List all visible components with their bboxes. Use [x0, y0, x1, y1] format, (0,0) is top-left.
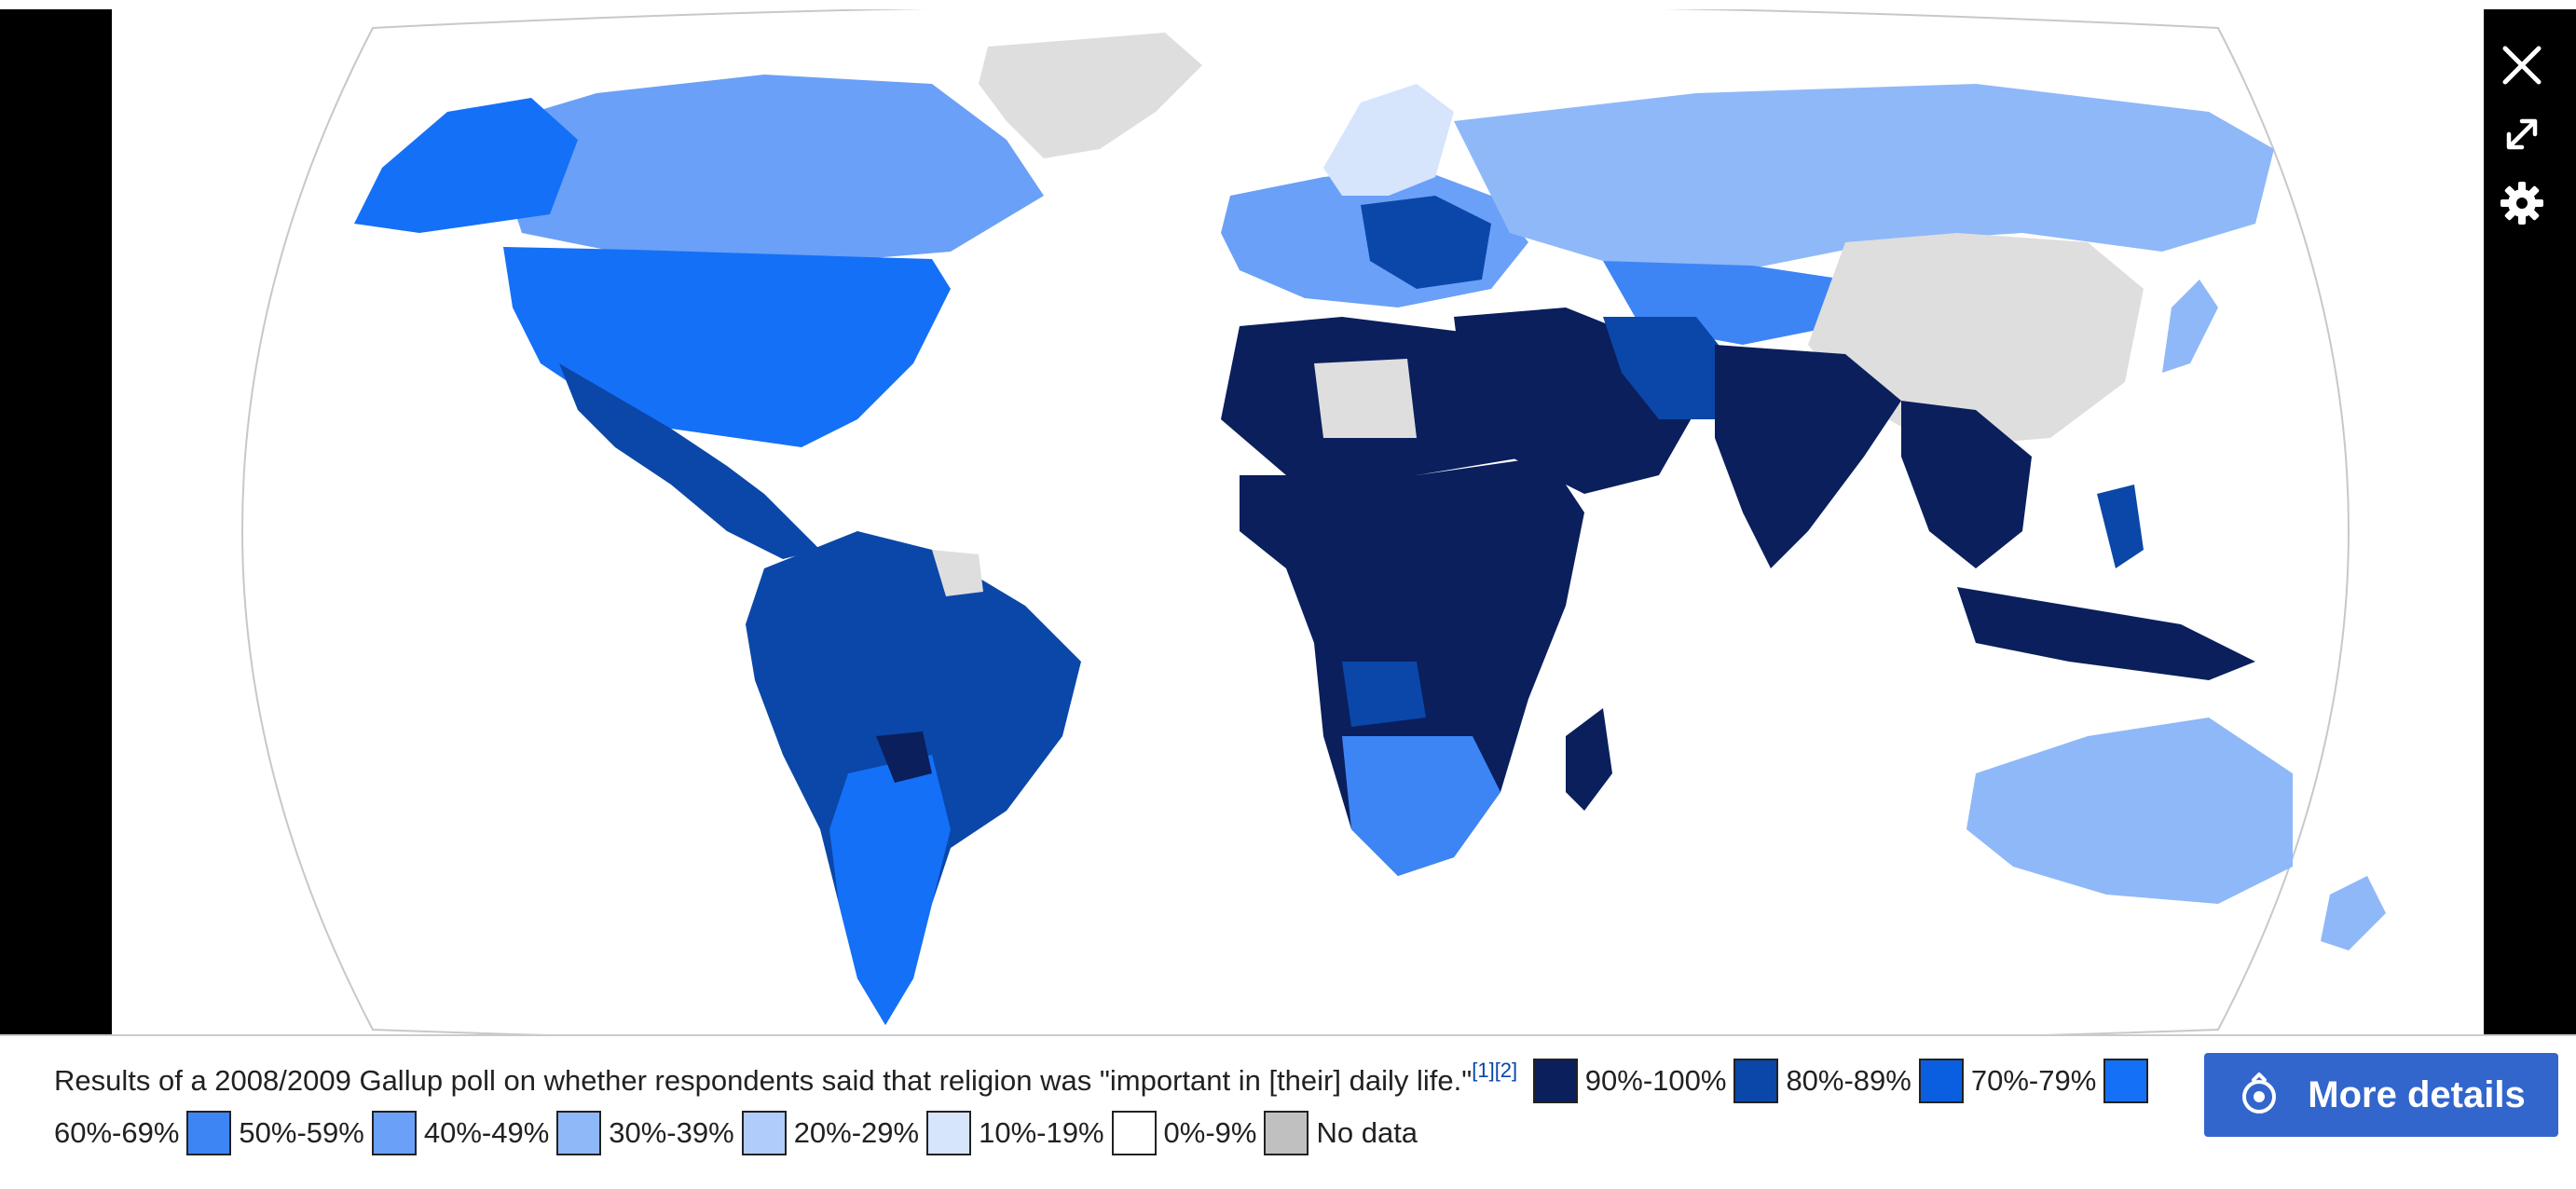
close-button[interactable] — [2488, 32, 2555, 99]
angola-region — [1342, 662, 1426, 727]
russia-region — [1454, 84, 2274, 270]
legend-swatch — [2103, 1059, 2149, 1103]
gear-icon — [2501, 182, 2543, 225]
close-icon — [2502, 46, 2542, 85]
legend-label: 90%-100% — [1584, 1064, 1727, 1097]
legend-label: 50%-59% — [239, 1116, 364, 1149]
legend-swatch — [1918, 1059, 1964, 1103]
philippines-region — [2097, 485, 2144, 568]
choropleth-map — [241, 9, 2386, 1034]
alaska-region — [354, 98, 578, 233]
legend-swatch — [371, 1111, 417, 1155]
more-details-label: More details — [2308, 1073, 2526, 1115]
southeast-asia-region — [1901, 401, 2032, 568]
scandinavia-region — [1323, 84, 1454, 196]
legend-swatch — [741, 1111, 787, 1155]
citation-link-1[interactable]: [1] — [1472, 1059, 1495, 1082]
legend-label: 80%-89% — [1786, 1064, 1911, 1097]
australia-region — [1966, 718, 2293, 904]
caption: Results of a 2008/2009 Gallup poll on wh… — [54, 1055, 2188, 1159]
argentina-region — [829, 755, 951, 1025]
citation-refs: [1][2] — [1472, 1059, 1517, 1082]
caption-panel: Results of a 2008/2009 Gallup poll on wh… — [0, 1034, 2576, 1189]
guiana-region — [932, 550, 983, 596]
eastern-europe-region — [1361, 196, 1491, 289]
legend-label: No data — [1316, 1116, 1418, 1149]
more-details-button[interactable]: More details — [2204, 1053, 2558, 1137]
southern-africa-region — [1342, 736, 1500, 876]
media-viewer-icon — [2242, 1073, 2277, 1114]
legend-swatch — [556, 1111, 602, 1155]
legend-label: 40%-49% — [423, 1116, 550, 1149]
legend-label: 60%-69% — [54, 1116, 180, 1149]
settings-button[interactable] — [2488, 170, 2555, 237]
south-asia-region — [1715, 345, 1901, 568]
greenland-region — [979, 33, 1202, 158]
paraguay-region — [876, 731, 932, 783]
page-edge-strip — [0, 0, 2576, 9]
canada-region — [503, 75, 1044, 261]
legend-swatch — [186, 1111, 232, 1155]
legend-label: 20%-29% — [793, 1116, 920, 1149]
indonesia-region — [1957, 587, 2255, 680]
citation-link-2[interactable]: [2] — [1494, 1059, 1518, 1082]
legend-swatch — [1733, 1059, 1779, 1103]
legend-label: 70%-79% — [1970, 1064, 2097, 1097]
caption-text: Results of a 2008/2009 Gallup poll on wh… — [54, 1064, 1473, 1097]
new-zealand-region — [2321, 876, 2386, 950]
legend-label: 10%-19% — [979, 1116, 1104, 1149]
legend-swatch — [926, 1111, 972, 1155]
legend-swatch — [1111, 1111, 1157, 1155]
mexico-region — [559, 363, 820, 559]
legend: 90%-100% 80%-89% 70%-79% 60%-69% 50%-59% 40%-… — [54, 1059, 2156, 1155]
libya-region — [1314, 359, 1417, 438]
legend-swatch — [1532, 1059, 1578, 1103]
world-map-image — [112, 9, 2484, 1034]
iran-region — [1603, 317, 1733, 419]
legend-label: 30%-39% — [609, 1116, 734, 1149]
fullscreen-button[interactable] — [2488, 101, 2555, 168]
expand-icon — [2506, 118, 2538, 150]
legend-swatch — [1264, 1111, 1309, 1155]
japan-region — [2162, 280, 2218, 373]
legend-label: 0%-9% — [1163, 1116, 1257, 1149]
madagascar-region — [1566, 708, 1612, 811]
